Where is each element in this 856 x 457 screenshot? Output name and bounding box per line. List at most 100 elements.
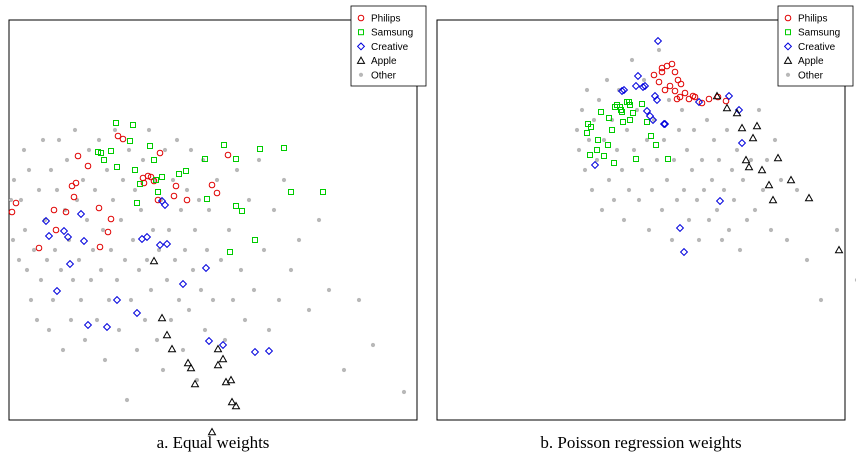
- point-creative: [59, 226, 69, 236]
- point-creative: [660, 119, 670, 129]
- point-other: [142, 317, 148, 323]
- point-creative: [201, 263, 211, 273]
- point-creative: [162, 239, 172, 249]
- point-philips: [52, 226, 60, 234]
- point-apple: [186, 363, 196, 372]
- point-other: [639, 167, 645, 173]
- point-other: [202, 327, 208, 333]
- point-other: [78, 297, 84, 303]
- point-other: [11, 177, 17, 183]
- legend-label-philips: Philips: [798, 14, 827, 25]
- point-other: [54, 187, 60, 193]
- point-other: [276, 297, 282, 303]
- point-other: [38, 277, 44, 283]
- point-other: [84, 217, 90, 223]
- point-other: [744, 217, 750, 223]
- point-philips: [650, 71, 658, 79]
- point-other: [674, 197, 680, 203]
- point-other: [36, 187, 42, 193]
- point-philips: [691, 93, 699, 101]
- point-apple: [183, 358, 193, 367]
- point-samsung: [130, 122, 136, 128]
- point-other: [256, 157, 262, 163]
- point-other: [138, 207, 144, 213]
- point-other: [731, 197, 737, 203]
- legend-label-philips: Philips: [371, 14, 400, 25]
- point-samsung: [147, 143, 153, 149]
- point-other: [684, 147, 690, 153]
- point-philips: [68, 182, 76, 190]
- point-other: [764, 157, 770, 163]
- point-other: [574, 127, 580, 133]
- point-other: [198, 287, 204, 293]
- legend-label-other: Other: [371, 70, 397, 81]
- point-other: [64, 157, 70, 163]
- point-other: [108, 247, 114, 253]
- legend-marker-creative: [783, 42, 793, 51]
- point-philips: [154, 196, 162, 204]
- point-apple: [744, 162, 754, 171]
- point-other: [664, 177, 670, 183]
- legend-label-creative: Creative: [371, 42, 409, 53]
- point-other: [46, 327, 52, 333]
- point-other: [110, 197, 116, 203]
- point-other: [128, 297, 134, 303]
- point-other: [356, 297, 362, 303]
- point-other: [611, 197, 617, 203]
- point-other: [144, 257, 150, 263]
- plot-frame-b: [436, 19, 846, 421]
- legend-label-apple: Apple: [371, 56, 397, 67]
- point-other: [31, 247, 37, 253]
- point-other: [679, 107, 685, 113]
- point-apple: [804, 193, 814, 202]
- point-other: [589, 187, 595, 193]
- point-other: [180, 347, 186, 353]
- point-other: [140, 157, 146, 163]
- point-samsung: [587, 152, 593, 158]
- point-philips: [119, 135, 127, 143]
- point-other: [804, 257, 810, 263]
- point-other: [719, 237, 725, 243]
- point-other: [656, 47, 662, 53]
- legend-marker-philips: [357, 14, 365, 22]
- point-philips: [8, 208, 16, 216]
- point-other: [586, 137, 592, 143]
- point-creative: [102, 322, 112, 332]
- point-other: [729, 167, 735, 173]
- point-philips: [698, 99, 706, 107]
- point-other: [60, 347, 66, 353]
- point-samsung: [595, 137, 601, 143]
- legend-marker-other: [358, 72, 364, 77]
- point-samsung: [627, 117, 633, 123]
- point-apple: [748, 133, 758, 142]
- point-apple: [227, 397, 237, 406]
- legend-marker-other: [785, 72, 791, 77]
- point-other: [604, 77, 610, 83]
- point-other: [122, 257, 128, 263]
- point-samsung: [320, 189, 326, 195]
- point-other: [124, 397, 130, 403]
- point-other: [214, 177, 220, 183]
- point-philips: [208, 181, 216, 189]
- point-other: [112, 127, 118, 133]
- point-apple: [768, 195, 778, 204]
- point-samsung: [159, 174, 165, 180]
- point-apple: [764, 180, 774, 189]
- points-a: [8, 120, 407, 436]
- point-creative: [653, 36, 663, 46]
- point-other: [56, 137, 62, 143]
- point-other: [58, 267, 64, 273]
- point-other: [772, 137, 778, 143]
- point-apple: [722, 103, 732, 112]
- point-samsung: [98, 150, 104, 156]
- point-apple: [218, 354, 228, 363]
- point-other: [726, 227, 732, 233]
- point-other: [599, 207, 605, 213]
- point-apple: [737, 123, 747, 132]
- point-samsung: [609, 127, 615, 133]
- point-other: [370, 342, 376, 348]
- point-philips: [674, 76, 682, 84]
- legend-marker-samsung: [785, 29, 791, 36]
- point-other: [190, 267, 196, 273]
- point-other: [694, 197, 700, 203]
